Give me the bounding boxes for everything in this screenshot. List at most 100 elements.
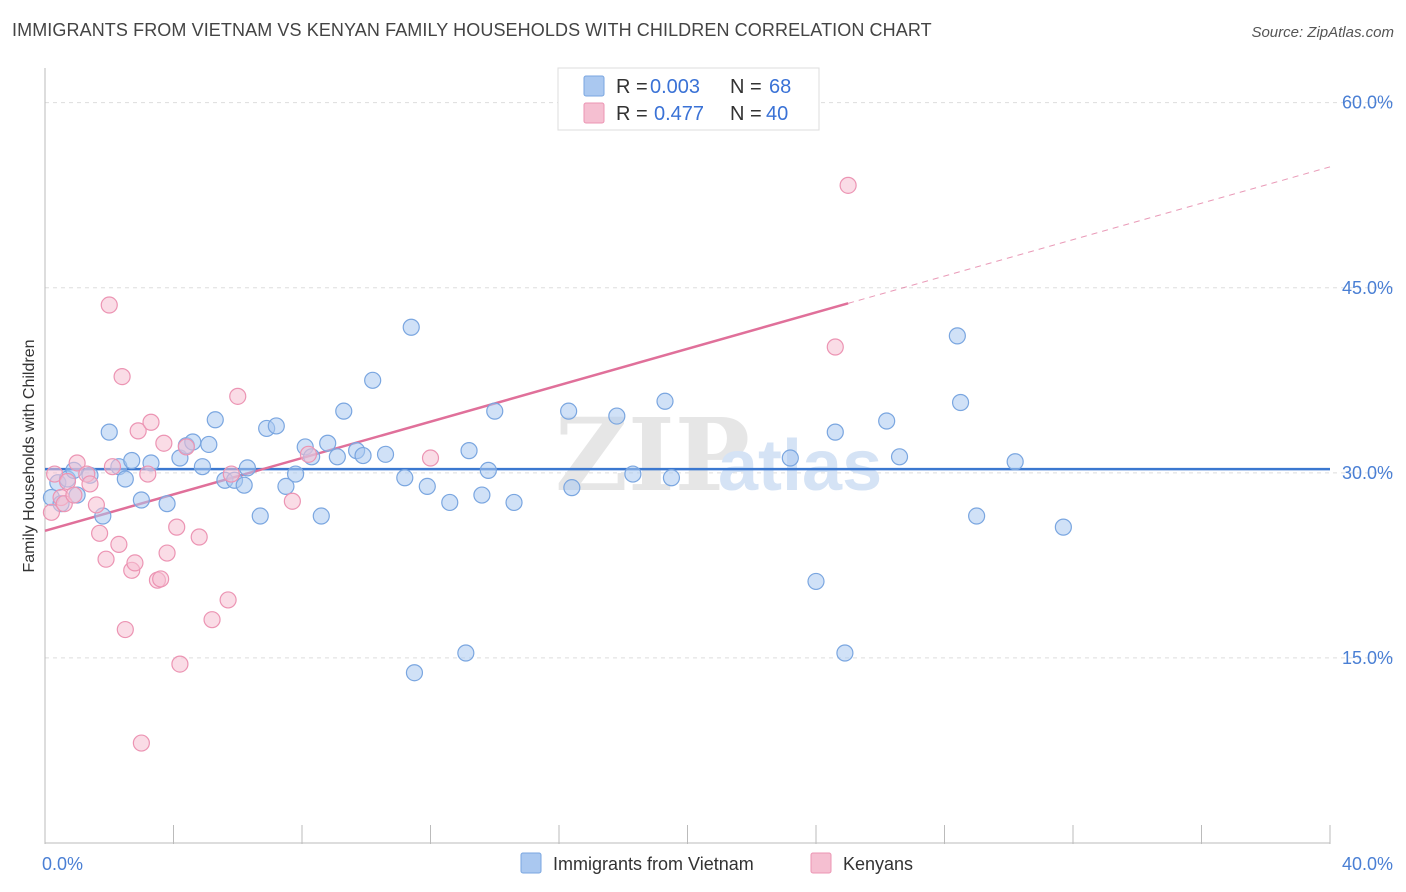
data-point-vietnam (563, 479, 581, 497)
data-point-kenyans (113, 367, 131, 386)
data-point-vietnam (364, 371, 382, 389)
data-point-vietnam (951, 393, 970, 412)
legend-r-label-vietnam: R = (616, 76, 648, 98)
trend-lines (44, 166, 1331, 533)
series-label-kenyans: Kenyans (843, 854, 913, 874)
y-tick-label: 30.0% (1342, 463, 1393, 483)
data-point-kenyans (97, 550, 115, 568)
legend-n-label-vietnam: N = (730, 76, 762, 98)
data-point-kenyans (91, 524, 109, 542)
data-point-vietnam (457, 644, 475, 662)
y-tick-label: 45.0% (1342, 278, 1393, 298)
data-point-kenyans (126, 554, 144, 572)
series-swatch-vietnam (520, 852, 542, 874)
data-point-vietnam (116, 470, 134, 488)
data-point-kenyans (839, 176, 857, 194)
data-point-vietnam (890, 448, 909, 466)
data-point-kenyans (152, 570, 170, 588)
data-point-kenyans (190, 528, 208, 546)
y-tick-label: 60.0% (1342, 93, 1393, 113)
x-tick-label: 40.0% (1342, 854, 1393, 874)
data-point-kenyans (155, 434, 173, 452)
data-point-kenyans (139, 465, 157, 483)
axes (44, 68, 1331, 844)
data-point-vietnam (826, 423, 844, 441)
data-point-kenyans (283, 492, 301, 510)
data-point-vietnam (267, 417, 285, 435)
data-point-kenyans (103, 458, 122, 476)
data-point-kenyans (87, 496, 106, 514)
legend-r-value-kenyans: 0.477 (654, 103, 704, 125)
data-point-vietnam (132, 491, 150, 509)
legend-r-value-vietnam: 0.003 (650, 76, 700, 98)
series-label-vietnam: Immigrants from Vietnam (553, 854, 754, 874)
watermark: ZIP atlas (555, 396, 882, 514)
data-point-vietnam (781, 449, 799, 467)
data-point-vietnam (193, 458, 212, 476)
data-point-vietnam (418, 477, 436, 496)
data-point-vietnam (473, 486, 491, 504)
data-point-kenyans (42, 503, 61, 521)
trend-line-kenyans (44, 302, 849, 533)
data-point-vietnam (200, 435, 218, 454)
data-point-kenyans (168, 518, 186, 536)
data-point-vietnam (505, 493, 523, 512)
data-point-vietnam (335, 402, 353, 420)
source-label: Source: ZipAtlas.com (1251, 24, 1394, 41)
data-point-vietnam (206, 411, 224, 429)
data-point-kenyans (171, 655, 189, 673)
data-point-vietnam (100, 423, 118, 441)
data-point-kenyans (299, 445, 318, 463)
data-point-kenyans (219, 591, 237, 609)
grid-lines (45, 102, 1395, 659)
data-point-vietnam (878, 412, 896, 430)
data-point-kenyans (229, 387, 247, 405)
watermark-atlas: atlas (718, 426, 882, 506)
data-point-kenyans (158, 544, 176, 562)
data-point-kenyans (421, 449, 440, 467)
data-point-vietnam (354, 446, 372, 465)
x-tick-label: 0.0% (42, 854, 83, 874)
legend-swatch-vietnam (583, 75, 605, 97)
chart-title: IMMIGRANTS FROM VIETNAM VS KENYAN FAMILY… (12, 20, 932, 40)
data-point-vietnam (968, 507, 986, 525)
tick-labels: 15.0% 30.0% 45.0% 60.0% 0.0% 40.0% (42, 93, 1393, 874)
data-point-kenyans (177, 438, 195, 456)
data-point-vietnam (123, 451, 141, 470)
legend-n-value-vietnam: 68 (769, 76, 791, 98)
data-point-kenyans (132, 734, 150, 752)
data-point-vietnam (1006, 453, 1024, 471)
data-point-kenyans (142, 413, 160, 431)
data-point-vietnam (479, 461, 497, 479)
data-point-kenyans (826, 338, 844, 356)
data-point-vietnam (807, 572, 825, 591)
data-point-vietnam (328, 448, 346, 466)
data-point-kenyans (46, 465, 64, 483)
data-point-vietnam (238, 459, 256, 477)
data-point-kenyans (81, 475, 99, 493)
legend-n-label-kenyans: N = (730, 103, 762, 125)
data-point-kenyans (110, 535, 128, 554)
data-point-kenyans (129, 422, 147, 440)
data-point-vietnam (486, 402, 504, 420)
watermark-zip: ZIP (555, 396, 750, 514)
data-point-kenyans (203, 611, 221, 629)
data-point-kenyans (222, 465, 240, 483)
data-point-vietnam (560, 402, 578, 420)
legend-swatch-kenyans (583, 102, 605, 124)
data-point-kenyans (100, 296, 118, 314)
data-point-vietnam (312, 507, 330, 525)
legend-n-value-kenyans: 40 (766, 103, 788, 125)
data-point-vietnam (286, 465, 305, 483)
data-point-vietnam (441, 493, 459, 512)
legend-r-label-kenyans: R = (616, 103, 648, 125)
data-point-vietnam (251, 507, 269, 525)
data-point-vietnam (405, 664, 424, 682)
data-point-vietnam (662, 469, 681, 487)
data-point-vietnam (836, 644, 854, 662)
series-swatch-kenyans (810, 852, 832, 874)
data-point-vietnam (1054, 518, 1072, 536)
series-legend: Immigrants from Vietnam Kenyans (520, 852, 913, 874)
data-point-vietnam (460, 442, 478, 460)
